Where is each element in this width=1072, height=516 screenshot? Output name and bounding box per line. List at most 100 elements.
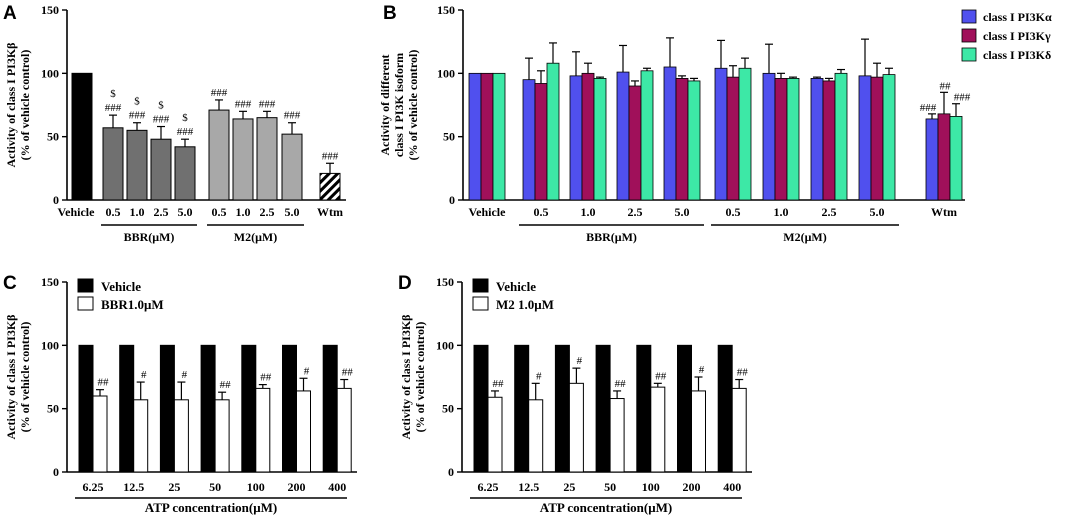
x-tick-label: Wtm — [931, 205, 957, 219]
bar — [119, 344, 135, 473]
bar — [492, 72, 506, 201]
y-tick-label: 0 — [449, 193, 455, 207]
panel-label: A — [3, 3, 17, 24]
x-tick-label: Vehicle — [469, 205, 507, 219]
y-axis-label: (% of vehicle control) — [18, 50, 32, 161]
bar — [319, 172, 341, 201]
significance-label: # — [536, 370, 542, 382]
bar — [650, 386, 666, 473]
bar — [569, 75, 583, 201]
bar — [296, 390, 311, 473]
x-tick-label: 12.5 — [123, 480, 144, 494]
bar — [282, 344, 297, 473]
significance-label: ## — [737, 367, 749, 379]
bar — [546, 62, 560, 201]
x-tick-label: 0.5 — [726, 205, 741, 219]
significance-label: ### — [105, 102, 122, 114]
x-tick-label: 0.5 — [212, 205, 227, 219]
bar — [882, 74, 896, 201]
significance-label: ### — [259, 98, 276, 110]
x-tick-label: 6.25 — [83, 480, 104, 494]
x-tick-label: 2.5 — [260, 205, 275, 219]
bar — [568, 382, 584, 473]
bar — [487, 396, 503, 473]
legend-swatch — [961, 47, 977, 62]
bar — [241, 344, 257, 473]
bar — [774, 78, 788, 201]
bar — [174, 146, 196, 201]
bar — [102, 127, 124, 201]
x-tick-label: 400 — [328, 480, 346, 494]
bar — [514, 344, 530, 473]
legend: Vehicle BBR1.0μM — [77, 278, 164, 312]
panel-b: B Activity of different class I PI3K isofo… — [378, 3, 1052, 244]
y-tick-label: 0 — [53, 193, 59, 207]
bar — [255, 387, 271, 473]
panel-c: C Activity of class I PI3Kβ (% of vehicle … — [3, 273, 357, 515]
significance-label: ### — [177, 126, 194, 138]
significance-label: ### — [322, 150, 339, 162]
bar — [534, 83, 548, 201]
bar — [834, 72, 848, 201]
y-axis-label: class I PI3K isoform — [392, 53, 406, 157]
x-tick-label: 6.25 — [478, 480, 499, 494]
x-tick-label: Vehicle — [58, 205, 96, 219]
y-tick-label: 0 — [448, 465, 454, 479]
x-tick-label: 200 — [288, 480, 306, 494]
significance-label: ### — [153, 114, 170, 126]
legend-label: class I PI3Kδ — [983, 48, 1051, 62]
significance-label: ## — [260, 372, 272, 384]
bar — [581, 72, 595, 201]
significance-label: ## — [220, 379, 232, 391]
legend-label: class I PI3Kα — [983, 10, 1052, 24]
panel-label: C — [3, 273, 17, 294]
y-tick-label: 50 — [47, 402, 59, 416]
significance-label: ### — [235, 98, 252, 110]
group-label: BBR(μM) — [586, 230, 637, 244]
x-axis-label: ATP concentration(μM) — [540, 500, 672, 515]
x-axis-label: ATP concentration(μM) — [145, 500, 277, 515]
bar — [810, 78, 824, 201]
bar — [281, 133, 303, 201]
group-label: M2(μM) — [783, 230, 826, 244]
bar — [473, 344, 489, 473]
significance-label: ## — [98, 377, 110, 389]
y-tick-label: 100 — [436, 338, 454, 352]
x-tick-label: 50 — [604, 480, 616, 494]
y-tick-label: 150 — [437, 3, 455, 17]
x-tick-label: 25 — [563, 480, 575, 494]
bar — [677, 344, 692, 473]
bar — [628, 85, 642, 201]
legend-label: Vehicle — [496, 279, 536, 294]
y-tick-label: 100 — [41, 66, 59, 80]
legend-swatch — [961, 28, 977, 43]
bar — [675, 78, 689, 201]
y-tick-label: 50 — [443, 130, 455, 144]
bar — [468, 72, 482, 201]
y-axis-label: Activity of different — [378, 54, 392, 155]
y-axis-label: (% of vehicle control) — [18, 322, 32, 433]
bar — [173, 399, 189, 473]
y-tick-label: 0 — [53, 465, 59, 479]
significance-label: ## — [655, 370, 667, 382]
y-axis-label: (% of vehicle control) — [406, 50, 420, 161]
bar — [640, 70, 654, 201]
x-tick-label: 1.0 — [236, 205, 251, 219]
y-axis-label: Activity of class I PI3Kβ — [4, 43, 18, 168]
y-tick-label: 150 — [436, 275, 454, 289]
bar — [858, 75, 872, 201]
bar — [522, 79, 536, 201]
x-tick-label: 2.5 — [154, 205, 169, 219]
bar — [595, 344, 611, 473]
bar — [616, 71, 630, 201]
group-label: M2(μM) — [234, 230, 277, 244]
bar — [150, 138, 172, 201]
significance-label: ### — [129, 110, 146, 122]
bar — [593, 78, 607, 201]
bar — [126, 129, 148, 201]
bar — [822, 80, 836, 201]
x-tick-label: 0.5 — [106, 205, 121, 219]
x-tick-label: Wtm — [317, 205, 343, 219]
bar — [208, 109, 230, 201]
